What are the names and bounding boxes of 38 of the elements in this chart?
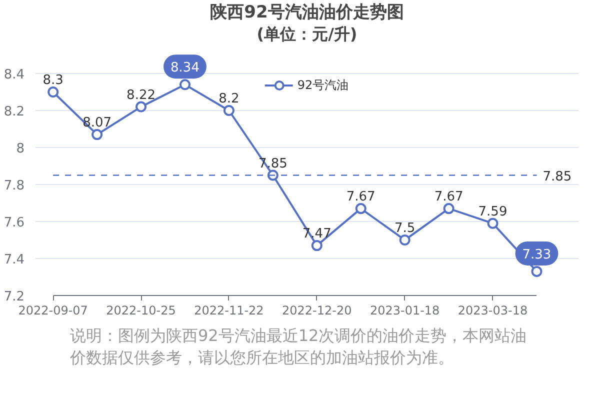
annotation: 7.33 [522, 247, 552, 262]
point [531, 266, 542, 277]
point [443, 203, 454, 214]
x-tick-label: 2022-11-22 [194, 304, 264, 318]
x-tick-label: 2022-12-20 [282, 304, 352, 318]
data-label: 7.59 [478, 204, 508, 220]
y-tick-label: 8.2 [4, 104, 25, 120]
data-label: 7.5 [394, 221, 416, 236]
point [487, 218, 498, 229]
x-tick-label: 2022-09-07 [18, 304, 88, 318]
x-tick-label: 2023-03-18 [458, 304, 528, 318]
y-tick-label: 8.4 [4, 68, 25, 82]
data-label: 8.22 [126, 88, 156, 103]
point [311, 240, 322, 252]
chart-subtitle: (单位：元/升) [256, 24, 358, 44]
x-tick-label: 2022-10-25 [106, 304, 176, 318]
y-tick-label: 7.2 [4, 290, 25, 304]
y-tick-label: 7.8 [4, 178, 25, 194]
legend-label: 92号汽油 [297, 76, 349, 94]
x-tick-label: 2023-01-18 [370, 304, 440, 318]
ref-line-label: 7.85 [542, 169, 572, 184]
point [223, 105, 234, 116]
annotation: 8.34 [170, 60, 200, 76]
data-label: 8.3 [42, 73, 64, 88]
data-label: 7.67 [434, 190, 464, 205]
text: 说明：图例为陕西92号汽油最近12次调价的油价走势，本网站油价数据仅供参考，请以您所在地区的加油站报价为准。 [70, 325, 528, 368]
point [355, 203, 366, 214]
point [179, 79, 190, 90]
chart-title: 陕西92号汽油油价走势图 [210, 2, 404, 22]
y-tick-label: 7.4 [4, 252, 25, 268]
point [136, 101, 147, 112]
data-label: 7.67 [346, 190, 376, 205]
y-tick-label: 7.6 [4, 216, 25, 230]
point [399, 234, 410, 246]
data-label: 8.2 [218, 92, 240, 106]
y-tick-label: 8 [16, 142, 25, 156]
point [48, 86, 59, 98]
point [92, 129, 103, 140]
